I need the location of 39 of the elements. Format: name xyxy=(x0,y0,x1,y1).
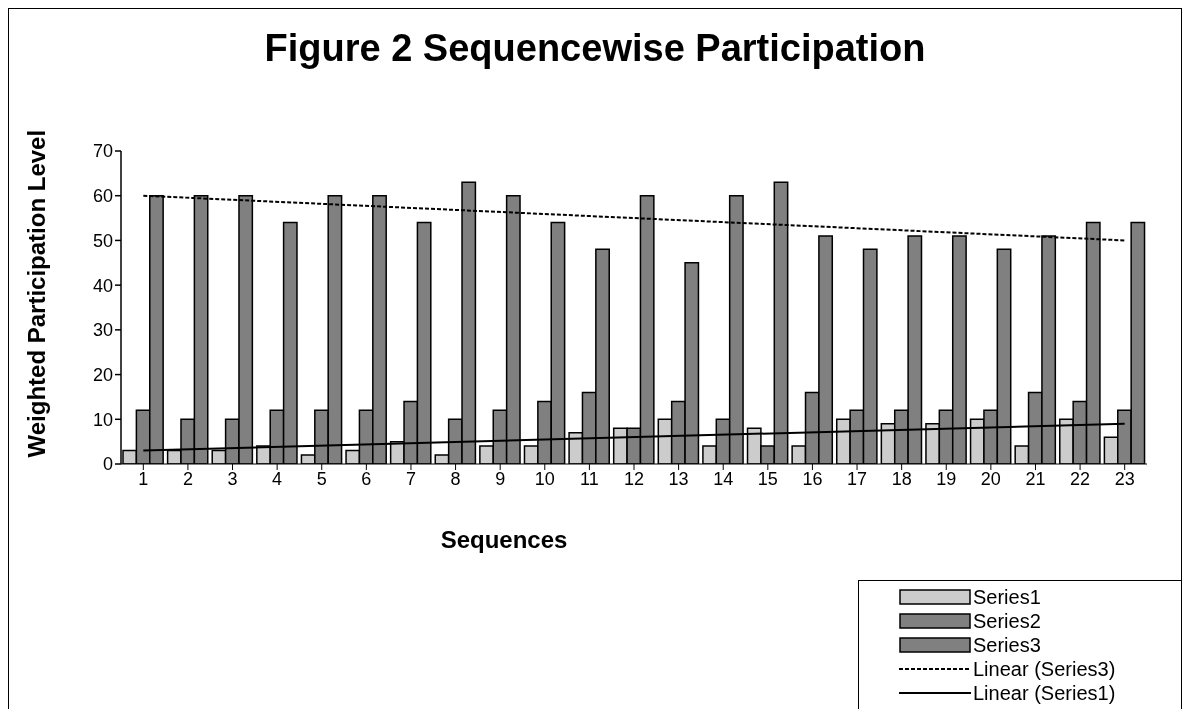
x-tick-label: 2 xyxy=(182,468,193,489)
x-tick-label: 16 xyxy=(802,468,823,489)
y-tick-label: 0 xyxy=(102,454,113,475)
x-tick-label: 1 xyxy=(138,468,149,489)
x-tick-label: 23 xyxy=(1114,468,1135,489)
x-tick-label: 14 xyxy=(713,468,734,489)
x-tick-label: 3 xyxy=(227,468,238,489)
x-tick-label: 6 xyxy=(361,468,372,489)
y-tick-label: 20 xyxy=(92,364,113,385)
x-tick-label: 19 xyxy=(936,468,957,489)
x-tick-label: 5 xyxy=(316,468,327,489)
chart-title: Figure 2 Sequencewise Participation xyxy=(263,27,927,70)
y-tick-label: 70 xyxy=(92,141,113,162)
x-tick-label: 18 xyxy=(891,468,912,489)
x-tick-label: 22 xyxy=(1070,468,1091,489)
x-tick-label: 8 xyxy=(450,468,461,489)
y-tick-label: 60 xyxy=(92,186,113,207)
x-tick-label: 15 xyxy=(757,468,778,489)
y-tick-label: 30 xyxy=(92,320,113,341)
y-axis-title: Weighted Participation Level xyxy=(22,129,50,458)
x-tick-label: 10 xyxy=(534,468,555,489)
y-tick-label: 40 xyxy=(92,275,113,296)
legend-label: Linear (Series1) xyxy=(973,681,1116,705)
legend-label: Series1 xyxy=(973,585,1041,609)
legend-label: Linear (Series3) xyxy=(973,657,1116,681)
x-tick-label: 4 xyxy=(272,468,283,489)
x-tick-label: 7 xyxy=(405,468,416,489)
x-tick-label: 21 xyxy=(1025,468,1046,489)
y-tick-label: 10 xyxy=(92,409,113,430)
legend-label: Series2 xyxy=(973,609,1041,633)
x-tick-label: 12 xyxy=(623,468,645,489)
x-tick-label: 20 xyxy=(980,468,1001,489)
x-tick-label: 11 xyxy=(580,468,599,489)
legend-label: Series3 xyxy=(973,633,1041,657)
x-tick-label: 9 xyxy=(495,468,506,489)
x-tick-label: 13 xyxy=(668,468,689,489)
x-tick-label: 17 xyxy=(847,468,868,489)
y-tick-label: 50 xyxy=(92,230,113,251)
x-axis-title: Sequences xyxy=(440,526,568,554)
